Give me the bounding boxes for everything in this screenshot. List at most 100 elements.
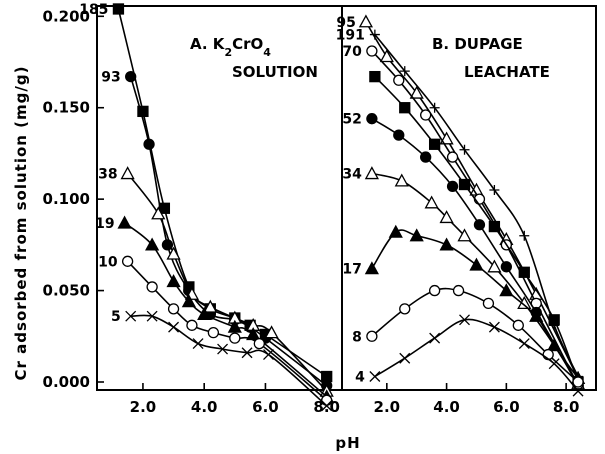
data-point <box>125 70 137 83</box>
data-point <box>399 66 410 77</box>
x-tick-label: 6.0 <box>493 398 520 416</box>
x-tick-label: 4.0 <box>433 398 460 416</box>
data-point <box>358 14 374 28</box>
data-point <box>473 219 486 231</box>
x-tick-label: 2.0 <box>130 398 157 416</box>
data-point <box>399 352 411 364</box>
data-point <box>146 310 158 322</box>
data-point <box>446 180 459 192</box>
series-label: 4 <box>355 370 365 386</box>
data-point <box>151 206 166 220</box>
data-point <box>512 319 524 331</box>
data-point <box>547 338 562 352</box>
data-point <box>420 109 432 121</box>
data-point <box>452 284 465 297</box>
x-tick-label: 6.0 <box>252 398 279 416</box>
x-tick-label: 8.0 <box>553 398 580 416</box>
data-point <box>424 195 439 209</box>
data-point <box>482 297 495 310</box>
panel-a: A. K2CrO4 SOLUTION 2.0 4.0 6.0 8.0 185 93 38 19… <box>79 2 343 416</box>
panel-b-title-line2: LEACHATE <box>464 63 550 81</box>
data-point <box>364 166 379 180</box>
data-point <box>428 138 441 150</box>
series-label: 38 <box>98 167 117 183</box>
data-point <box>388 224 403 238</box>
data-point <box>379 49 394 63</box>
data-point <box>192 338 204 350</box>
y-tick-label: 0.150 <box>43 99 90 117</box>
series-line <box>126 173 328 392</box>
series-label: 5 <box>111 309 121 325</box>
y-axis-label-group: Cr adsorbed from solution (mg/g) <box>12 66 30 381</box>
series-label: 93 <box>101 70 120 86</box>
data-point <box>409 228 424 242</box>
data-point <box>458 178 471 191</box>
y-axis-label: Cr adsorbed from solution (mg/g) <box>12 66 30 381</box>
data-point <box>264 325 279 339</box>
data-point <box>446 151 459 163</box>
data-point <box>529 308 544 322</box>
series-label: 191 <box>336 28 365 44</box>
data-point <box>112 3 125 15</box>
series-line <box>371 118 579 387</box>
data-point <box>488 321 500 333</box>
y-tick-label: 0.200 <box>43 7 90 25</box>
series-label: 34 <box>342 167 362 183</box>
data-point <box>121 255 134 267</box>
data-point <box>369 70 381 83</box>
panel-b-frame <box>341 5 597 391</box>
data-point <box>519 230 530 241</box>
data-point <box>487 259 502 273</box>
data-point <box>439 237 454 251</box>
data-point <box>217 343 229 355</box>
data-point <box>197 306 212 320</box>
data-point <box>229 332 241 344</box>
series-line <box>129 76 328 387</box>
data-point <box>364 261 379 275</box>
data-point <box>518 266 530 278</box>
data-point <box>393 129 405 141</box>
data-point <box>488 220 501 233</box>
data-point <box>253 337 265 350</box>
data-point <box>166 246 181 260</box>
data-point <box>203 299 218 313</box>
data-point <box>499 283 514 297</box>
series-label: 19 <box>95 216 114 232</box>
y-tick-label: 0.100 <box>43 190 90 208</box>
data-point <box>166 274 181 288</box>
data-point <box>399 102 411 114</box>
data-point <box>186 319 198 331</box>
data-point <box>428 284 441 297</box>
data-point <box>548 314 560 326</box>
data-point <box>120 166 135 180</box>
y-tick-label: 0.050 <box>43 282 90 300</box>
x-tick-label: 4.0 <box>191 398 218 416</box>
data-point <box>572 385 584 397</box>
data-point <box>168 321 180 333</box>
data-point <box>500 261 513 273</box>
series-label: 185 <box>79 2 108 18</box>
x-tick-label: 2.0 <box>374 398 401 416</box>
series-label: 70 <box>342 44 362 60</box>
data-point <box>489 185 500 195</box>
panel-a-marks: 2.0 4.0 6.0 8.0 185 93 38 19 10 5 <box>79 2 340 416</box>
y-tick-label: 0.000 <box>43 373 90 391</box>
data-point <box>145 237 160 251</box>
data-point <box>321 400 333 412</box>
series-label: 17 <box>342 262 361 278</box>
data-point <box>143 138 155 150</box>
data-point <box>572 376 584 388</box>
data-point <box>439 210 454 224</box>
series-label: 8 <box>352 329 362 345</box>
data-point <box>459 314 470 326</box>
data-point <box>459 144 470 155</box>
data-point <box>439 131 454 145</box>
axes-marks: 0.000 0.050 0.100 0.150 0.200 <box>43 7 104 391</box>
data-point <box>409 85 424 99</box>
panel-a-title: A. K2CrO4 <box>190 35 271 59</box>
data-point <box>137 105 149 118</box>
data-point <box>263 349 274 361</box>
